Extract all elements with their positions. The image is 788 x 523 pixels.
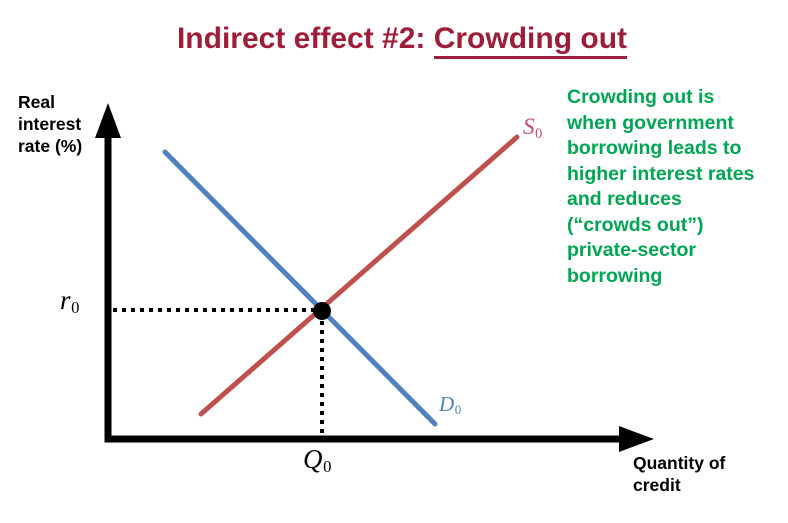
y-axis-label: Real interest rate (%) — [18, 92, 83, 156]
title-underlined-term: Crowding out — [433, 22, 628, 59]
quantity-label: Q0 — [303, 444, 332, 477]
slide-title: Indirect effect #2: Crowding out — [16, 22, 788, 59]
demand-curve — [162, 149, 438, 427]
axes-lines — [104, 136, 622, 443]
title-prefix: Indirect effect #2: — [176, 22, 434, 55]
rate-label: r0 — [60, 285, 80, 318]
y-axis-arrowhead — [95, 103, 121, 138]
demand-label: D0 — [439, 392, 462, 418]
x-axis-label: Quantity of credit — [633, 453, 726, 495]
supply-label: S0 — [523, 114, 543, 142]
supply-curve — [198, 134, 520, 417]
crowding-annotation: Crowding out is when government borrowin… — [567, 86, 755, 287]
x-axis-arrowhead — [619, 426, 654, 452]
equilibrium-point — [313, 302, 331, 320]
